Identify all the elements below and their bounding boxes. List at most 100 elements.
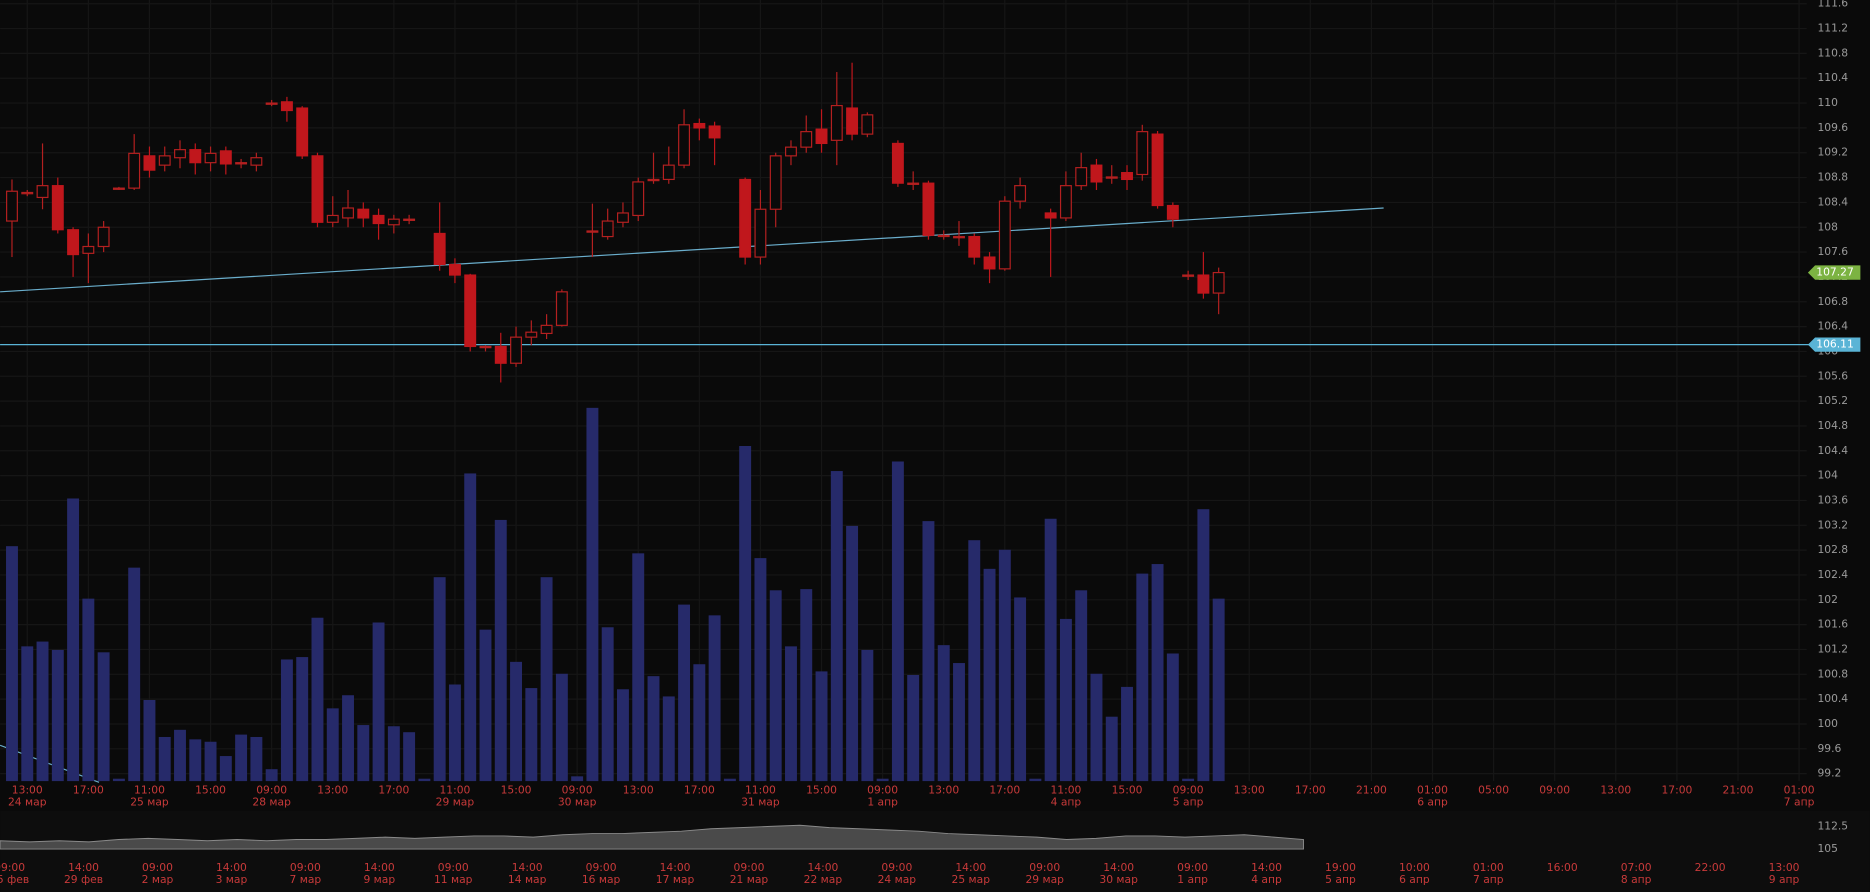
navigator-x-date: 2 мар xyxy=(142,873,174,886)
candle-body xyxy=(67,229,80,256)
navigator-x-date: 6 апр xyxy=(1399,873,1430,886)
volume-bar xyxy=(907,674,920,782)
price-tag-label: 106.11 xyxy=(1816,338,1854,351)
volume-bar xyxy=(540,577,553,782)
candle-body xyxy=(1044,212,1057,219)
candle-body xyxy=(861,114,874,135)
volume-bar xyxy=(1197,509,1210,782)
volume-bar xyxy=(448,684,461,782)
candle-body xyxy=(311,155,324,223)
x-tick-date: 28 мар xyxy=(252,796,291,809)
candle-body xyxy=(265,102,278,105)
navigator-x-label: 14:00 xyxy=(807,861,838,874)
volume-bar xyxy=(387,726,400,782)
navigator-x-label: 09:00 xyxy=(290,861,321,874)
candle-body xyxy=(739,178,752,258)
candle-body xyxy=(754,208,767,258)
volume-bar xyxy=(968,540,981,782)
x-tick-label: 09:00 xyxy=(1539,784,1570,797)
candle-body xyxy=(97,226,110,248)
volume-bar xyxy=(846,525,859,782)
volume-bar xyxy=(326,708,339,782)
candle-body xyxy=(342,207,354,219)
candle-body xyxy=(555,291,568,326)
y-tick-label: 100.8 xyxy=(1817,667,1848,680)
navigator-x-label: 14:00 xyxy=(955,861,986,874)
candle-body xyxy=(769,155,782,210)
y-tick-label: 111.2 xyxy=(1817,22,1848,35)
volume-bar xyxy=(678,604,691,782)
navigator-x-date: 16 мар xyxy=(582,873,621,886)
y-tick-label: 110.8 xyxy=(1817,46,1848,59)
candle-body xyxy=(189,149,202,164)
candle-body xyxy=(250,157,263,166)
candle-body xyxy=(403,218,416,221)
volume-bar xyxy=(693,664,706,782)
volume-bar xyxy=(953,663,965,782)
volume-bar xyxy=(189,739,202,782)
x-tick-label: 11:00 xyxy=(134,784,165,797)
y-tick-label: 102 xyxy=(1817,593,1837,606)
volume-bar xyxy=(1014,597,1027,782)
volume-bar xyxy=(815,671,828,782)
x-tick-label: 15:00 xyxy=(501,784,532,797)
navigator-y-label: 105 xyxy=(1817,842,1837,855)
y-tick-label: 100.4 xyxy=(1817,692,1848,705)
y-tick-label: 108.4 xyxy=(1817,195,1848,208)
volume-bar xyxy=(1090,673,1103,782)
navigator-x-label: 09:00 xyxy=(586,861,617,874)
x-tick-label: 13:00 xyxy=(928,784,959,797)
y-tick-label: 103.6 xyxy=(1817,493,1848,506)
x-tick-label: 09:00 xyxy=(867,784,898,797)
x-tick-label: 17:00 xyxy=(1295,784,1326,797)
volume-bar xyxy=(128,567,141,782)
x-tick-label: 09:00 xyxy=(1173,784,1204,797)
y-tick-label: 108 xyxy=(1817,220,1838,233)
candle-body xyxy=(1197,274,1210,294)
candle-body xyxy=(998,200,1011,270)
navigator-x-label: 19:00 xyxy=(1325,861,1356,874)
x-tick-label: 21:00 xyxy=(1723,784,1754,797)
navigator-area xyxy=(0,824,1304,850)
y-tick-label: 109.2 xyxy=(1817,146,1848,159)
candle-body xyxy=(433,232,446,266)
candle-body xyxy=(1136,131,1149,176)
y-tick-label: 104.8 xyxy=(1817,419,1848,432)
candle-body xyxy=(1121,172,1133,181)
x-tick-label: 17:00 xyxy=(1661,784,1692,797)
x-tick-label: 13:00 xyxy=(12,784,43,797)
candle-body xyxy=(82,245,95,254)
y-tick-label: 102.8 xyxy=(1817,543,1848,556)
x-tick-date: 5 апр xyxy=(1173,796,1204,809)
navigator-x-date: 11 мар xyxy=(434,873,473,886)
y-tick-label: 109.6 xyxy=(1817,121,1848,134)
candle-body xyxy=(326,214,339,223)
x-tick-label: 11:00 xyxy=(745,784,776,797)
candle-body xyxy=(540,324,553,335)
candle-body xyxy=(280,101,293,112)
volume-bar xyxy=(174,729,186,782)
candle-body xyxy=(647,178,660,182)
volume-bar xyxy=(647,676,660,782)
volume-bar xyxy=(632,553,645,782)
x-tick-label: 17:00 xyxy=(989,784,1020,797)
x-tick-date: 30 мар xyxy=(558,796,597,809)
candle-body xyxy=(387,218,400,226)
candle-body xyxy=(112,187,125,190)
y-tick-label: 104.4 xyxy=(1817,444,1848,457)
candle-body xyxy=(1075,167,1088,187)
volume-bar xyxy=(998,549,1011,782)
volume-bar xyxy=(372,622,385,782)
volume-bar xyxy=(158,736,171,782)
volume-bar xyxy=(1075,590,1088,782)
volume-bar xyxy=(1044,518,1057,782)
x-tick-date: 7 апр xyxy=(1784,796,1815,809)
x-tick-label: 11:00 xyxy=(1050,784,1081,797)
candle-body xyxy=(601,220,614,238)
y-tick-label: 107.6 xyxy=(1817,245,1848,258)
candle-body xyxy=(922,182,935,236)
y-tick-label: 99.6 xyxy=(1817,742,1841,755)
volume-bar xyxy=(204,741,217,782)
volume-bar xyxy=(296,657,309,782)
